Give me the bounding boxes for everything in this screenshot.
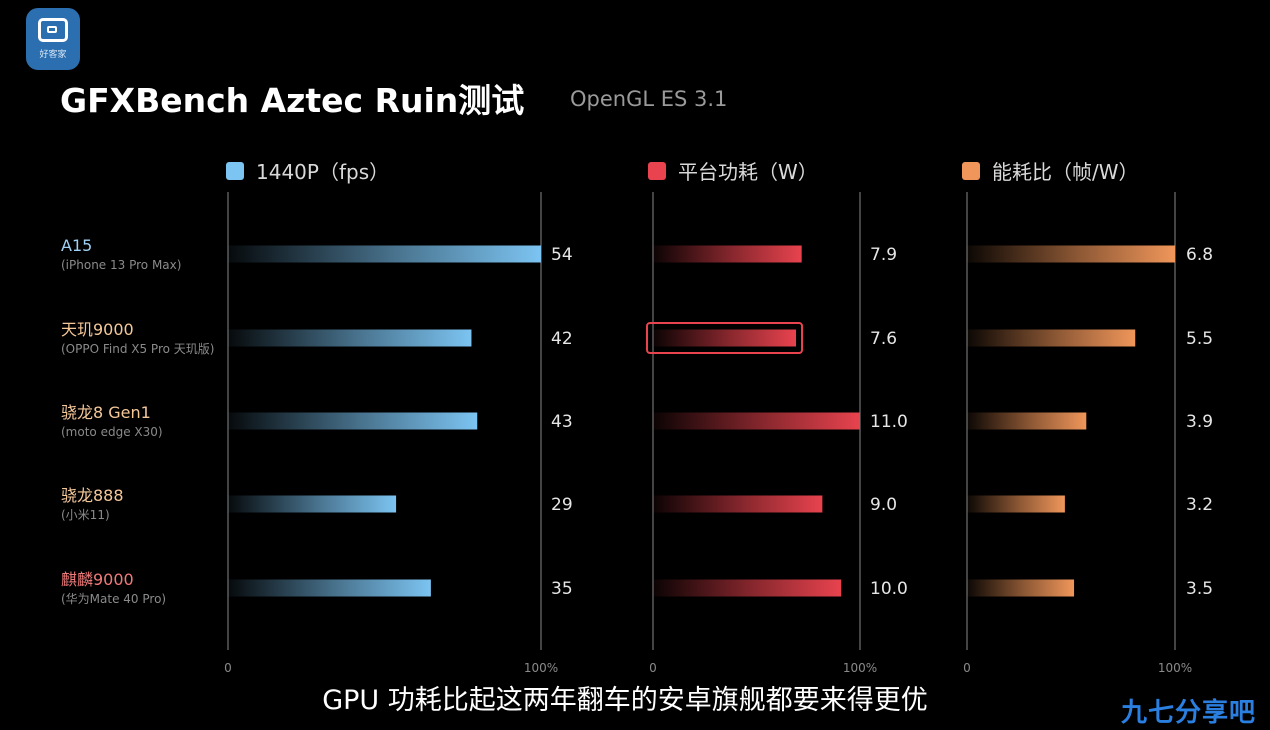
category-device-label: (iPhone 13 Pro Max): [61, 258, 181, 272]
bar-power: [653, 579, 842, 597]
highlight-box: [646, 322, 804, 354]
data-label-power: 7.6: [870, 329, 897, 349]
data-label-fps: 29: [551, 495, 573, 515]
data-label-power: 11.0: [870, 412, 908, 432]
category-device-label: (华为Mate 40 Pro): [61, 592, 166, 606]
video-card-icon: [38, 18, 68, 42]
axis-tick-label-0: 0: [649, 661, 657, 675]
subtitle-caption: GPU 功耗比起这两年翻车的安卓旗舰都要来得更优: [322, 685, 928, 716]
data-label-fps: 35: [551, 579, 573, 599]
data-label-fps: 54: [551, 245, 573, 265]
data-label-efficiency: 3.5: [1186, 579, 1213, 599]
bar-efficiency: [967, 412, 1087, 430]
watermark: 九七分享吧: [1120, 698, 1256, 728]
legend-efficiency: 能耗比（帧/W）: [962, 156, 1139, 185]
category-device-label: (小米11): [61, 508, 110, 522]
bar-power: [653, 495, 823, 513]
data-label-power: 7.9: [870, 245, 897, 265]
channel-logo: 好客家: [26, 8, 80, 70]
axis-tick-label-0: 0: [224, 661, 232, 675]
data-label-fps: 42: [551, 329, 573, 349]
bar-fps: [228, 412, 478, 430]
axis-tick-label-100: 100%: [1158, 661, 1192, 675]
category-label: 天玑9000: [61, 320, 134, 339]
legend-swatch-efficiency: [962, 161, 980, 180]
bar-efficiency: [967, 495, 1065, 513]
category-label: 骁龙888: [61, 486, 124, 505]
legend-power: 平台功耗（W）: [648, 156, 818, 185]
category-device-label: (moto edge X30): [61, 425, 163, 439]
bar-efficiency: [967, 579, 1075, 597]
legend-swatch-power: [648, 161, 666, 180]
category-label: 骁龙8 Gen1: [61, 403, 151, 422]
data-label-fps: 43: [551, 412, 573, 432]
chart-title: GFXBench Aztec Ruin测试: [60, 81, 525, 120]
axis-tick-label-100: 100%: [524, 661, 558, 675]
chart-subtitle: OpenGL ES 3.1: [570, 87, 728, 111]
category-label: A15: [61, 236, 92, 255]
bar-efficiency: [967, 245, 1175, 263]
axis-tick-label-0: 0: [963, 661, 971, 675]
legend-fps: 1440P（fps）: [226, 156, 389, 185]
bar-power: [653, 245, 802, 263]
bar-power: [653, 329, 797, 347]
legend-label-power: 平台功耗（W）: [678, 160, 818, 184]
bar-fps: [228, 245, 541, 263]
category-label: 麒麟9000: [61, 570, 134, 589]
bar-fps: [228, 579, 431, 597]
logo-text: 好客家: [39, 50, 67, 60]
legend-label-efficiency: 能耗比（帧/W）: [992, 160, 1139, 184]
bar-fps: [228, 495, 397, 513]
data-label-power: 9.0: [870, 495, 897, 515]
data-label-efficiency: 5.5: [1186, 329, 1213, 349]
legend-label-fps: 1440P（fps）: [256, 160, 390, 184]
bar-efficiency: [967, 329, 1136, 347]
data-label-power: 10.0: [870, 579, 908, 599]
data-label-efficiency: 3.9: [1186, 412, 1213, 432]
bar-power: [653, 412, 860, 430]
data-label-efficiency: 6.8: [1186, 245, 1213, 265]
bar-fps: [228, 329, 472, 347]
data-label-efficiency: 3.2: [1186, 495, 1213, 515]
axis-tick-label-100: 100%: [843, 661, 877, 675]
category-device-label: (OPPO Find X5 Pro 天玑版): [61, 342, 214, 356]
legend-swatch-fps: [226, 161, 244, 180]
